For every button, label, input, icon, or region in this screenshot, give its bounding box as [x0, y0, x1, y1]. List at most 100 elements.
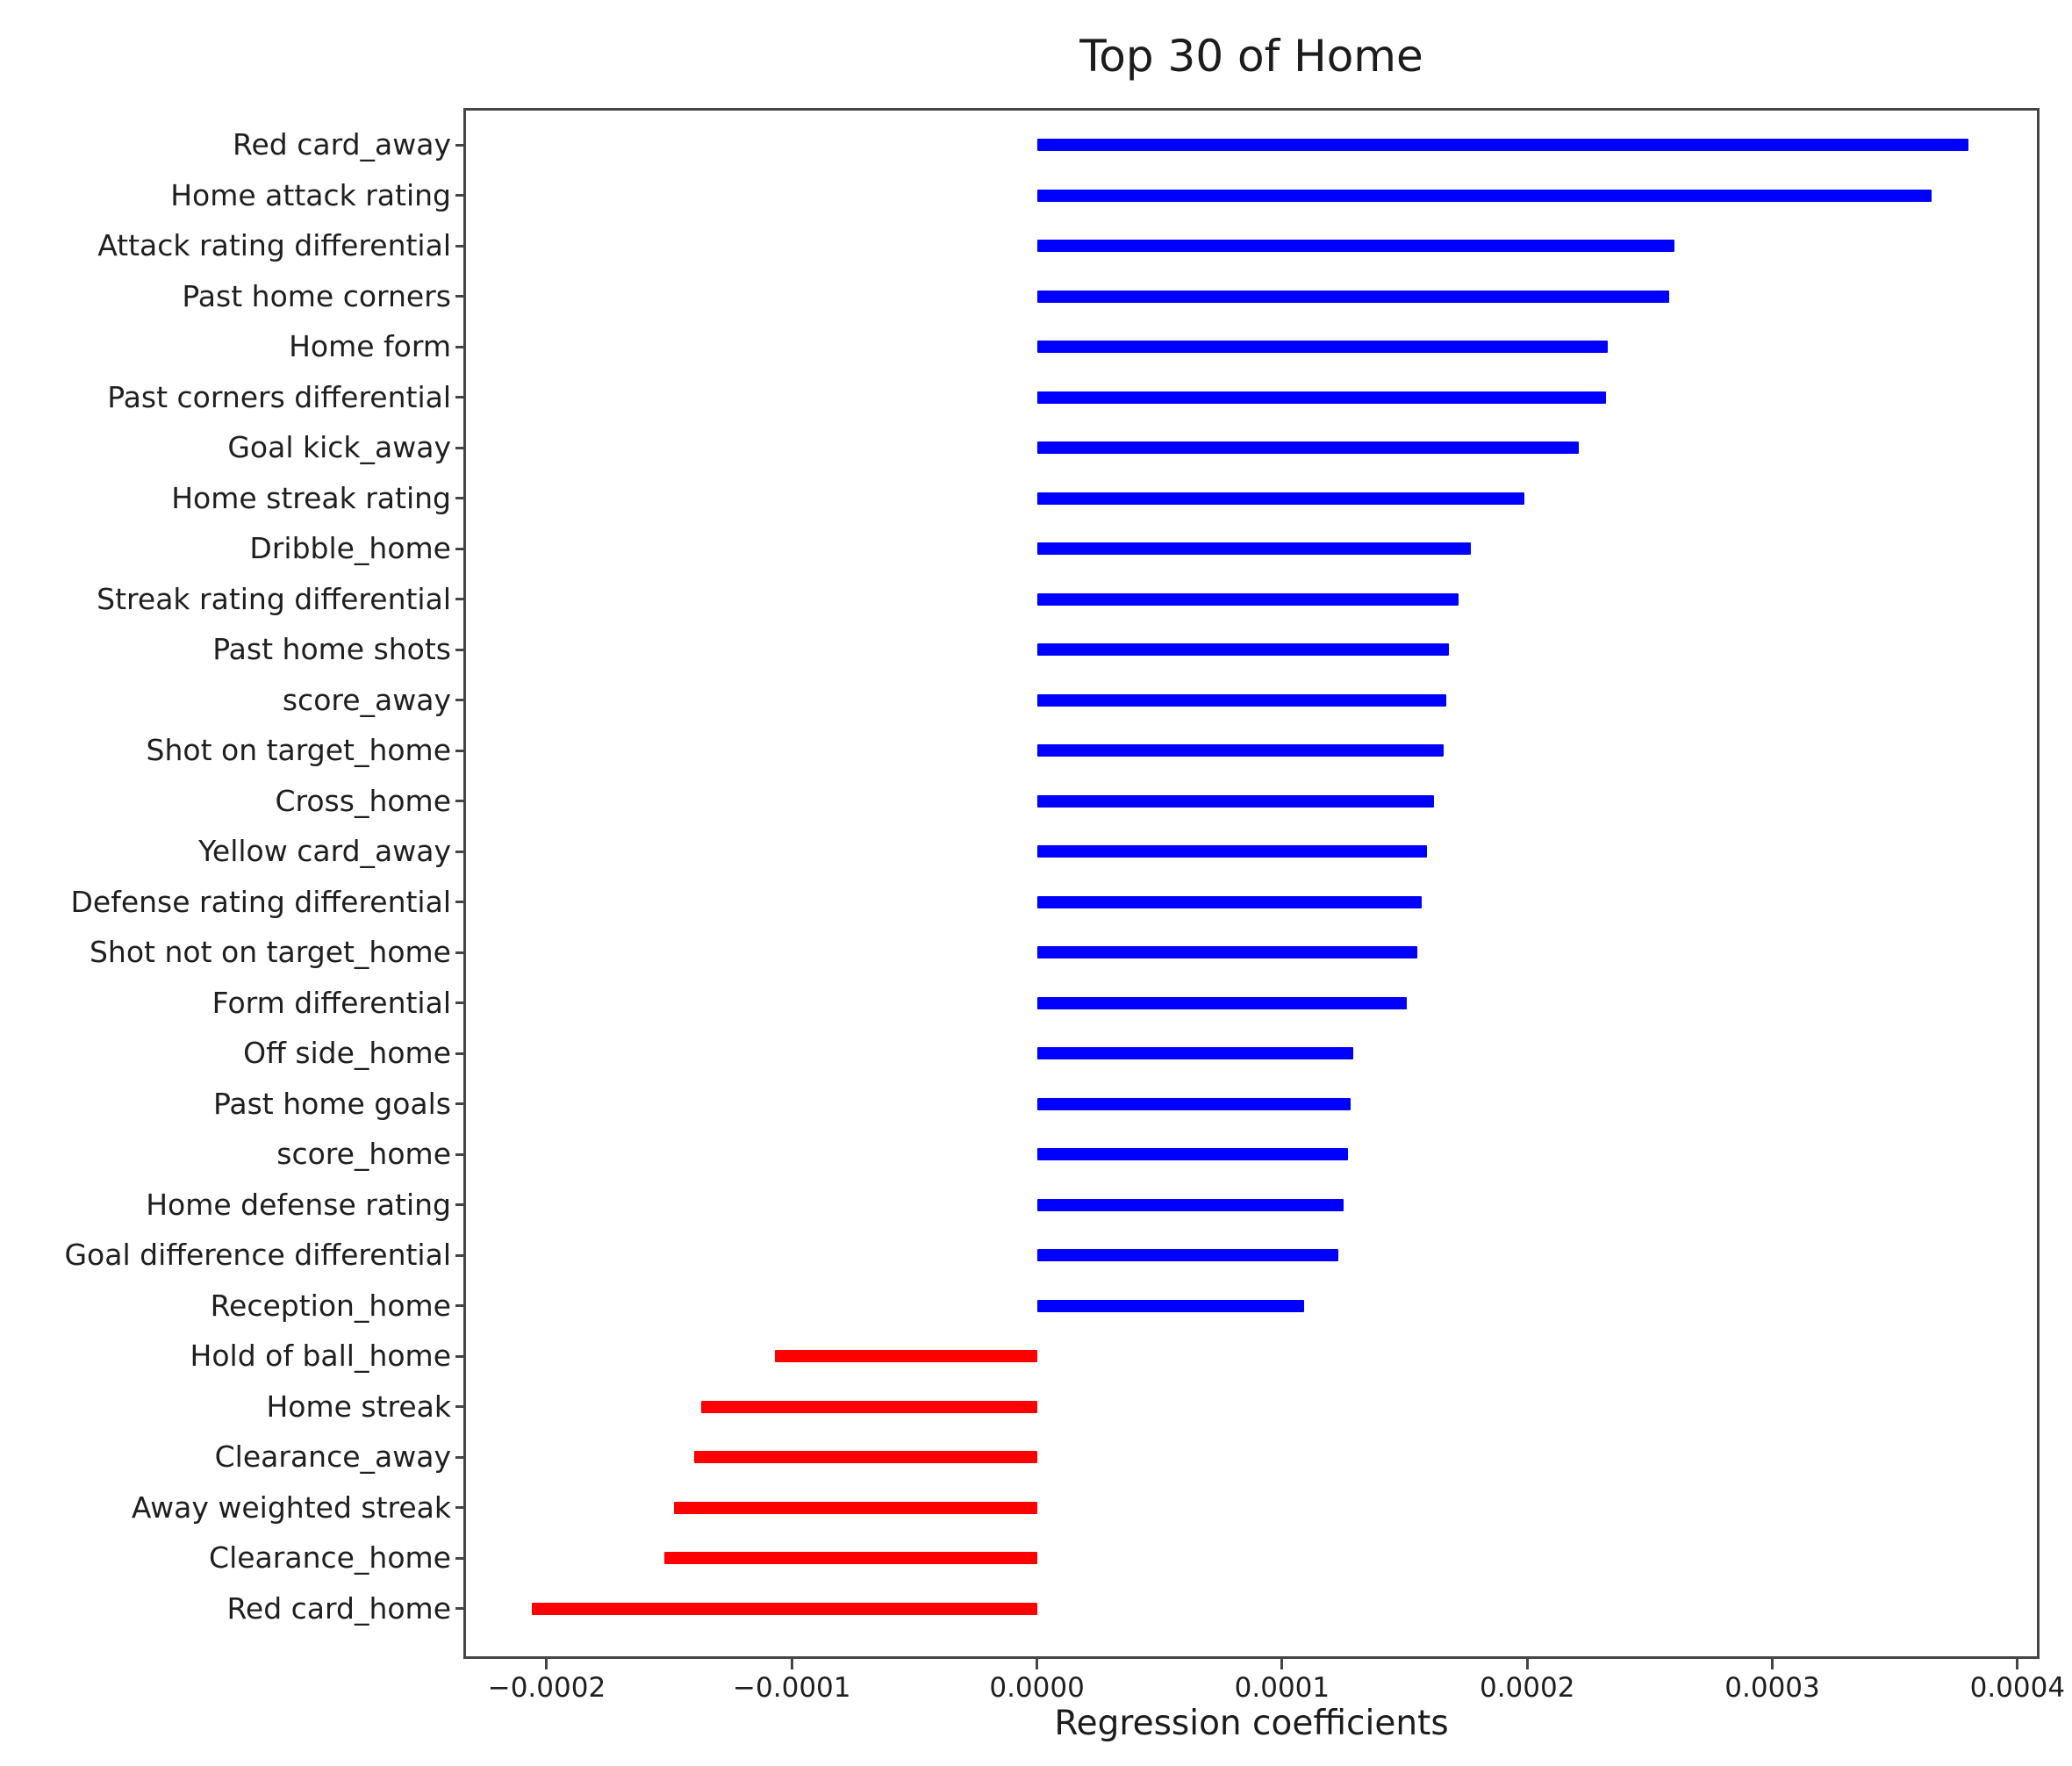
- x-tick: [1280, 1659, 1284, 1669]
- bar-yellow-card-away: [1036, 845, 1427, 858]
- y-tick: [455, 345, 463, 348]
- y-tick: [455, 1001, 463, 1004]
- y-tick-label: Home streak: [266, 1389, 451, 1424]
- bar-home-streak: [700, 1400, 1037, 1413]
- y-tick: [455, 244, 463, 248]
- bar-cross-home: [1036, 794, 1435, 808]
- x-tick: [790, 1659, 793, 1669]
- bar-shot-on-target-home: [1036, 744, 1445, 757]
- y-tick: [455, 1405, 463, 1408]
- bar-dribble-home: [1036, 542, 1471, 555]
- y-tick: [455, 396, 463, 398]
- bar-reception-home: [1036, 1299, 1305, 1312]
- y-tick: [455, 598, 463, 600]
- x-tick-label: 0.0001: [1234, 1672, 1330, 1704]
- y-tick-label: Red card_away: [233, 127, 451, 162]
- y-tick: [455, 1253, 463, 1257]
- y-tick: [455, 1354, 463, 1358]
- bar-score-home: [1036, 1148, 1349, 1160]
- x-tick: [1036, 1659, 1039, 1669]
- y-tick-label: Attack rating differential: [97, 228, 451, 262]
- y-tick-label: Dribble_home: [249, 531, 451, 565]
- y-tick: [455, 800, 463, 802]
- bar-shot-not-on-target-home: [1036, 946, 1417, 958]
- x-tick: [545, 1659, 548, 1669]
- bar-past-home-goals: [1036, 1097, 1351, 1110]
- y-tick-label: Home defense rating: [146, 1187, 451, 1222]
- x-tick-label: 0.0004: [1969, 1672, 2066, 1704]
- y-tick-label: Off side_home: [243, 1036, 451, 1070]
- bar-off-side-home: [1036, 1047, 1353, 1059]
- chart-title: Top 30 of Home: [1079, 31, 1423, 82]
- y-tick-label: Clearance_home: [209, 1540, 451, 1575]
- bar-clearance-home: [664, 1552, 1037, 1564]
- bar-red-card-away: [1036, 139, 1968, 151]
- x-tick: [2016, 1659, 2019, 1669]
- y-tick-label: Past home goals: [212, 1086, 451, 1121]
- bar-past-home-shots: [1036, 643, 1449, 656]
- x-tick-label: 0.0000: [989, 1672, 1085, 1704]
- bar-away-weighted-streak: [674, 1501, 1037, 1514]
- y-tick-label: Past home corners: [182, 278, 451, 313]
- bar-goal-kick-away: [1036, 442, 1579, 454]
- bar-past-corners-differential: [1036, 391, 1606, 404]
- y-tick-label: Away weighted streak: [131, 1490, 451, 1525]
- bar-home-streak-rating: [1036, 492, 1525, 505]
- y-tick-label: Form differential: [212, 985, 451, 1020]
- y-tick-label: Home attack rating: [170, 177, 451, 212]
- y-tick: [455, 1607, 463, 1610]
- y-tick-label: Past home shots: [212, 632, 451, 666]
- y-tick: [455, 547, 463, 550]
- bar-home-form: [1036, 341, 1609, 353]
- x-tick: [1771, 1659, 1774, 1669]
- bar-form-differential: [1036, 996, 1408, 1009]
- y-tick: [455, 749, 463, 752]
- y-tick: [455, 1152, 463, 1156]
- y-tick: [455, 1102, 463, 1105]
- y-tick-label: Past corners differential: [107, 379, 451, 414]
- y-tick-label: Home form: [289, 329, 451, 363]
- x-tick-label: −0.0001: [733, 1672, 851, 1704]
- bar-home-attack-rating: [1036, 189, 1932, 202]
- y-tick-label: Streak rating differential: [97, 581, 451, 616]
- y-tick-label: Home streak rating: [171, 480, 451, 515]
- bar-home-defense-rating: [1036, 1198, 1344, 1211]
- y-tick-label: Defense rating differential: [70, 884, 452, 919]
- bar-clearance-away: [693, 1451, 1037, 1463]
- y-tick: [455, 1455, 463, 1459]
- bar-defense-rating-differential: [1036, 895, 1423, 908]
- y-tick-label: score_home: [276, 1137, 451, 1171]
- y-tick: [455, 497, 463, 499]
- bar-red-card-home: [532, 1602, 1037, 1615]
- y-tick: [455, 901, 463, 903]
- y-tick: [455, 1203, 463, 1206]
- y-tick-label: Yellow card_away: [198, 834, 451, 868]
- y-tick: [455, 194, 463, 197]
- x-tick-label: 0.0003: [1724, 1672, 1820, 1704]
- x-axis-label: Regression coefficients: [1054, 1704, 1449, 1743]
- bar-hold-of-ball-home: [774, 1350, 1037, 1362]
- y-tick: [455, 1556, 463, 1560]
- y-tick: [455, 699, 463, 701]
- x-tick-label: −0.0002: [487, 1672, 606, 1704]
- y-tick-label: Clearance_away: [214, 1439, 451, 1474]
- y-tick-label: Goal difference differential: [64, 1238, 451, 1272]
- bar-past-home-corners: [1036, 290, 1670, 303]
- bar-streak-rating-differential: [1036, 592, 1459, 606]
- y-tick-label: Red card_home: [226, 1590, 451, 1626]
- y-tick-label: Shot not on target_home: [89, 935, 451, 969]
- y-tick-label: Cross_home: [275, 783, 451, 818]
- x-tick: [1525, 1659, 1529, 1669]
- y-tick-label: score_away: [282, 682, 451, 717]
- y-tick-label: Shot on target_home: [146, 733, 451, 767]
- bar-goal-difference-differential: [1036, 1249, 1339, 1261]
- y-tick-label: Goal kick_away: [227, 430, 451, 464]
- y-tick: [455, 850, 463, 853]
- y-tick: [455, 1304, 463, 1307]
- y-tick: [455, 951, 463, 954]
- y-tick-label: Reception_home: [210, 1288, 451, 1323]
- bar-score-away: [1036, 693, 1447, 707]
- bar-attack-rating-differential: [1036, 240, 1674, 252]
- y-tick: [455, 295, 463, 298]
